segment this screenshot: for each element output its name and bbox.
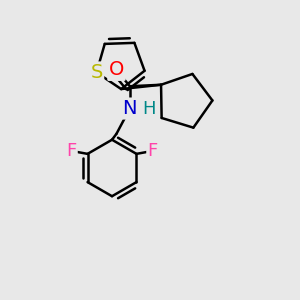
Text: S: S: [90, 63, 103, 82]
Text: F: F: [66, 142, 76, 160]
Text: F: F: [148, 142, 158, 160]
Text: H: H: [142, 100, 156, 118]
Text: N: N: [123, 99, 137, 118]
Text: O: O: [109, 60, 124, 80]
